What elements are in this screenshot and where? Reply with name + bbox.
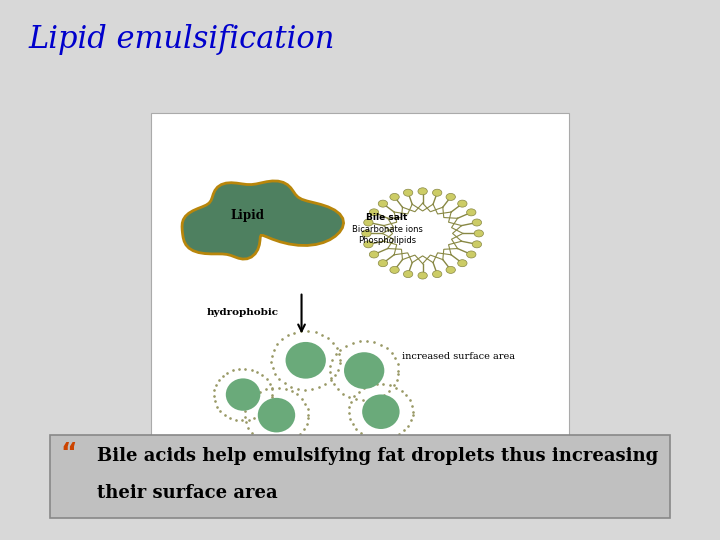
Circle shape [403, 271, 413, 278]
Circle shape [474, 230, 484, 237]
FancyBboxPatch shape [151, 113, 569, 456]
Circle shape [472, 219, 482, 226]
Circle shape [364, 219, 373, 226]
Circle shape [390, 193, 399, 200]
Text: their surface area: their surface area [97, 484, 278, 502]
Circle shape [433, 189, 442, 196]
Circle shape [433, 271, 442, 278]
Text: hydrophobic: hydrophobic [207, 308, 279, 317]
Text: Bicarbonate ions: Bicarbonate ions [351, 225, 423, 234]
Circle shape [362, 230, 372, 237]
Polygon shape [182, 181, 343, 259]
Circle shape [369, 209, 379, 216]
Circle shape [364, 241, 373, 248]
Circle shape [369, 251, 379, 258]
Text: “: “ [60, 441, 76, 465]
Circle shape [378, 260, 387, 267]
Ellipse shape [344, 352, 384, 389]
Ellipse shape [258, 398, 295, 433]
Circle shape [403, 189, 413, 196]
FancyBboxPatch shape [50, 435, 670, 518]
Circle shape [390, 266, 399, 273]
Circle shape [472, 241, 482, 248]
Circle shape [446, 193, 456, 200]
Circle shape [458, 200, 467, 207]
Circle shape [418, 272, 428, 279]
Ellipse shape [286, 342, 326, 379]
Circle shape [446, 266, 456, 273]
Circle shape [467, 209, 476, 216]
Ellipse shape [362, 394, 400, 429]
Circle shape [467, 251, 476, 258]
Ellipse shape [226, 379, 261, 411]
Circle shape [418, 188, 428, 195]
Text: Phospholipids: Phospholipids [358, 236, 416, 245]
Circle shape [458, 260, 467, 267]
Text: increased surface area: increased surface area [402, 353, 515, 361]
Text: Bile acids help emulsifying fat droplets thus increasing: Bile acids help emulsifying fat droplets… [97, 447, 659, 464]
Text: Lipid: Lipid [231, 208, 265, 221]
Text: Lipid emulsification: Lipid emulsification [29, 24, 336, 55]
Text: Bile salt: Bile salt [366, 213, 408, 222]
Circle shape [378, 200, 387, 207]
